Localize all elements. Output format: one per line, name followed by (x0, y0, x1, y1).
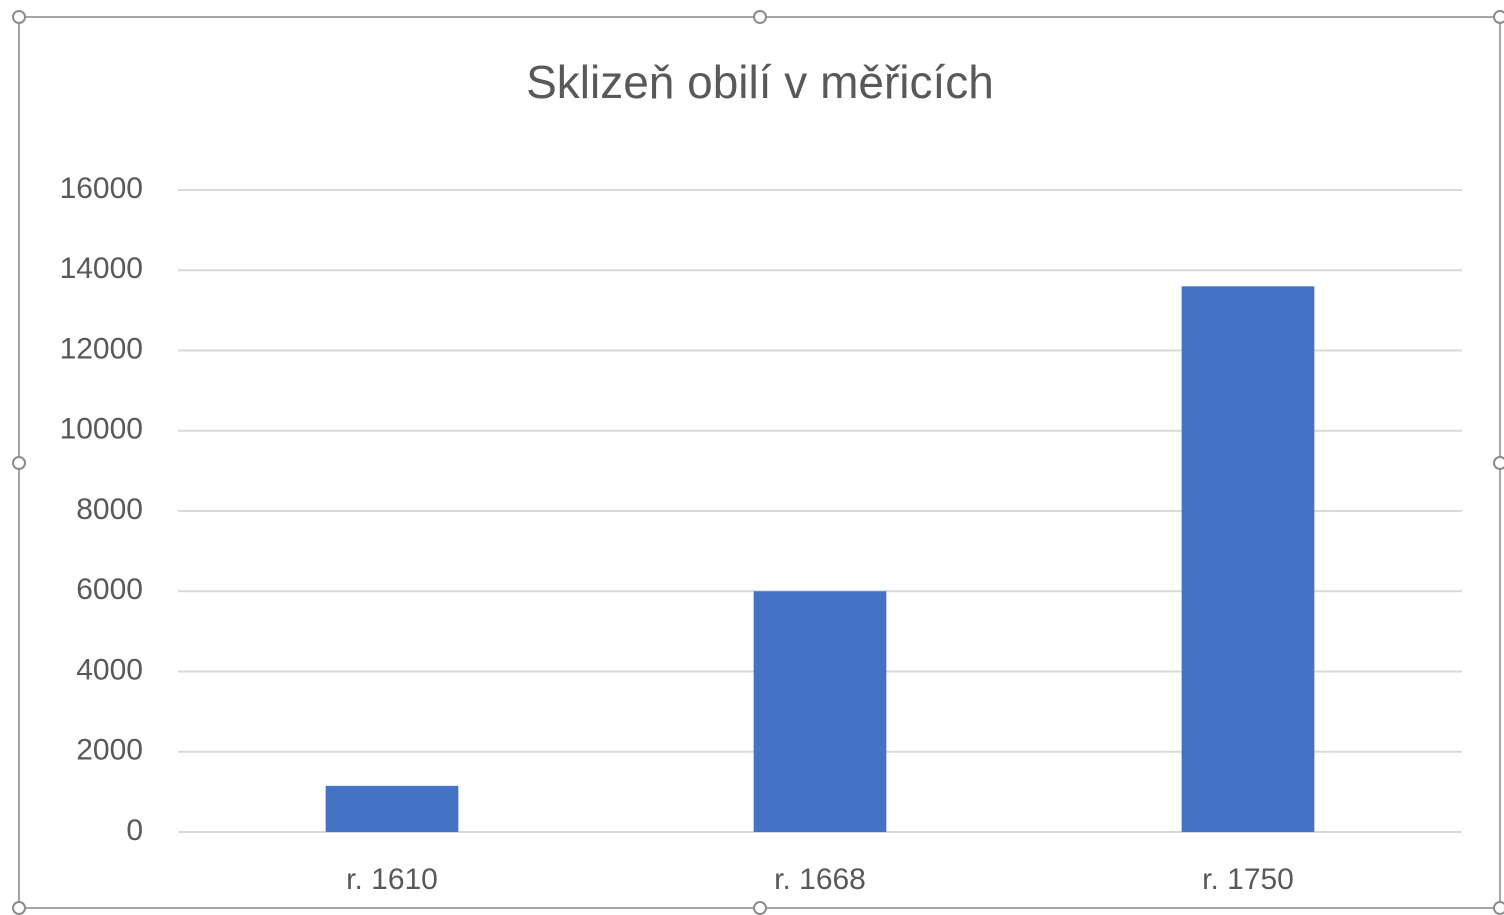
selection-handles (12, 10, 1504, 915)
y-tick-label: 2000 (76, 734, 143, 767)
bar (1181, 286, 1315, 832)
y-tick-label: 6000 (76, 573, 143, 606)
y-tick-label: 8000 (76, 493, 143, 526)
y-tick-label: 16000 (60, 172, 143, 205)
bar (325, 785, 459, 832)
y-tick-label: 12000 (60, 332, 143, 365)
y-tick-label: 4000 (76, 653, 143, 686)
chart-title: Sklizeň obilí v měřicích (526, 56, 994, 108)
y-tick-label: 0 (126, 814, 143, 847)
y-tick-label: 14000 (60, 252, 143, 285)
x-tick-label: r. 1750 (1202, 863, 1294, 896)
x-tick-label: r. 1610 (346, 863, 438, 896)
bar (753, 591, 887, 832)
y-tick-label: 10000 (60, 413, 143, 446)
x-tick-label: r. 1668 (774, 863, 866, 896)
